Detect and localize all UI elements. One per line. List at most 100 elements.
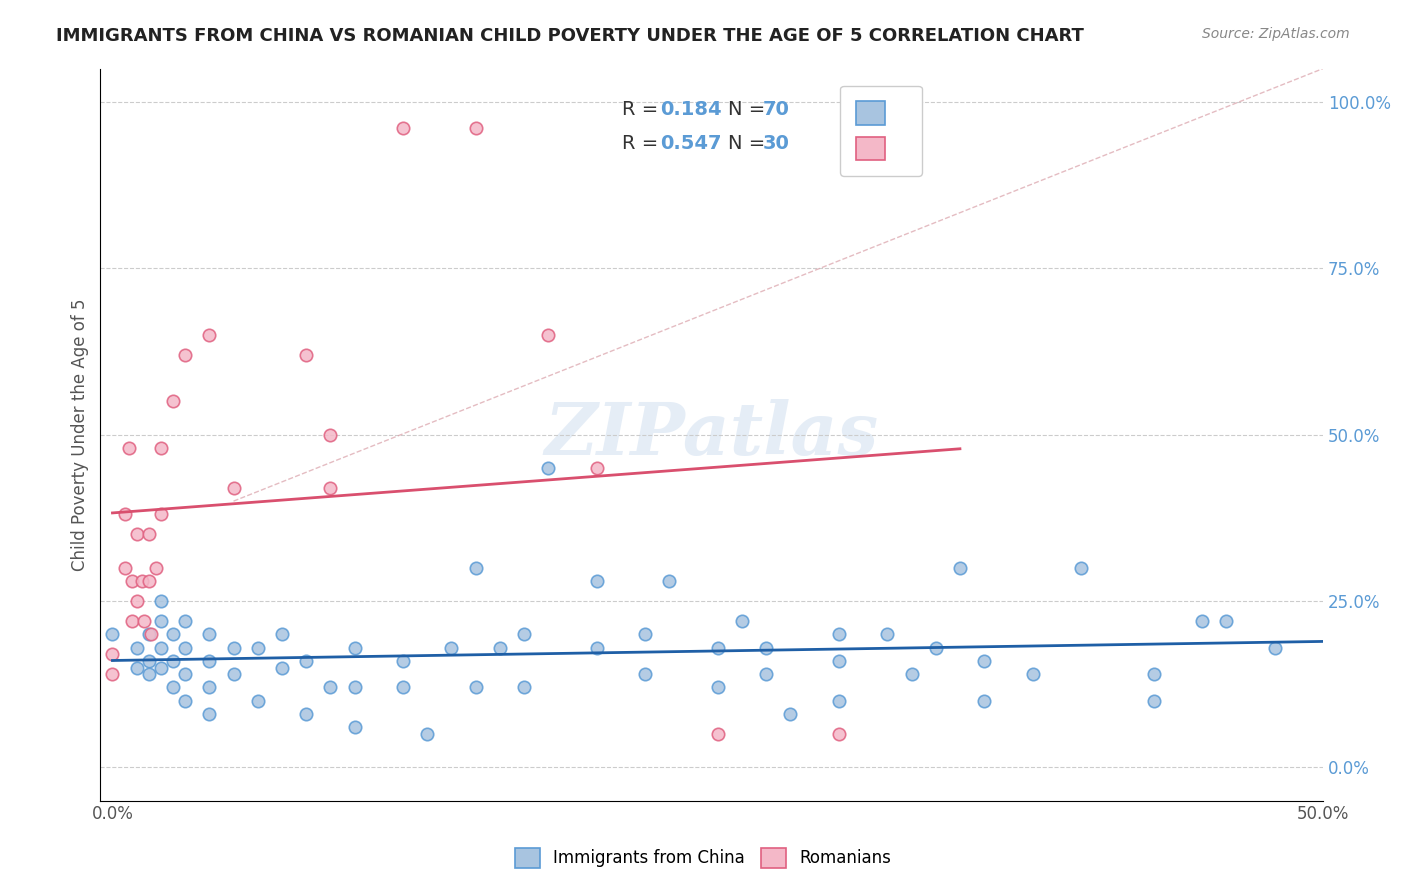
Point: [121, 574, 143, 588]
Point: [295, 654, 318, 668]
Point: [121, 614, 143, 628]
Point: [707, 640, 730, 655]
Point: [755, 640, 778, 655]
Text: 70: 70: [763, 100, 790, 119]
Point: [222, 640, 245, 655]
Point: [464, 681, 486, 695]
Point: [1143, 694, 1166, 708]
Text: IMMIGRANTS FROM CHINA VS ROMANIAN CHILD POVERTY UNDER THE AGE OF 5 CORRELATION C: IMMIGRANTS FROM CHINA VS ROMANIAN CHILD …: [56, 27, 1084, 45]
Point: [1191, 614, 1213, 628]
Point: [125, 594, 148, 608]
Point: [222, 481, 245, 495]
Point: [585, 640, 607, 655]
Point: [125, 660, 148, 674]
Point: [174, 348, 197, 362]
Text: N =: N =: [728, 100, 770, 119]
Point: [319, 427, 342, 442]
Point: [295, 707, 318, 722]
Point: [707, 681, 730, 695]
Point: [138, 527, 160, 541]
Text: 0.547: 0.547: [661, 135, 721, 153]
Text: R =: R =: [623, 100, 665, 119]
Point: [731, 614, 754, 628]
Point: [198, 627, 221, 641]
Point: [125, 527, 148, 541]
Point: [585, 574, 607, 588]
Point: [141, 627, 163, 641]
Point: [1143, 667, 1166, 681]
Point: [138, 654, 160, 668]
Point: [114, 560, 136, 574]
Point: [1070, 560, 1092, 574]
Y-axis label: Child Poverty Under the Age of 5: Child Poverty Under the Age of 5: [72, 298, 89, 571]
Point: [828, 627, 851, 641]
Point: [198, 707, 221, 722]
Point: [513, 627, 536, 641]
Point: [246, 694, 269, 708]
Point: [174, 640, 197, 655]
Point: [464, 121, 486, 136]
Point: [174, 667, 197, 681]
Point: [222, 667, 245, 681]
Point: [246, 640, 269, 655]
Point: [392, 121, 415, 136]
Point: [513, 681, 536, 695]
Text: Source: ZipAtlas.com: Source: ZipAtlas.com: [1202, 27, 1350, 41]
Point: [949, 560, 972, 574]
Point: [755, 667, 778, 681]
Point: [162, 627, 184, 641]
Text: R =: R =: [623, 135, 665, 153]
Point: [162, 394, 184, 409]
Text: 30: 30: [763, 135, 790, 153]
Point: [392, 654, 415, 668]
Point: [138, 574, 160, 588]
Point: [658, 574, 681, 588]
Point: [174, 614, 197, 628]
Point: [145, 560, 167, 574]
Text: 0.184: 0.184: [661, 100, 723, 119]
Point: [149, 441, 172, 455]
Point: [101, 627, 124, 641]
Point: [779, 707, 801, 722]
Point: [828, 694, 851, 708]
Point: [343, 640, 366, 655]
Point: [489, 640, 512, 655]
Legend: Immigrants from China, Romanians: Immigrants from China, Romanians: [508, 841, 898, 875]
Point: [925, 640, 948, 655]
Legend:  ,  : ,: [839, 86, 922, 176]
Point: [149, 660, 172, 674]
Text: N =: N =: [728, 135, 770, 153]
Point: [828, 654, 851, 668]
Point: [464, 560, 486, 574]
Point: [149, 640, 172, 655]
Point: [343, 681, 366, 695]
Point: [973, 694, 995, 708]
Point: [132, 614, 155, 628]
Point: [149, 508, 172, 522]
Point: [634, 627, 657, 641]
Text: ZIPatlas: ZIPatlas: [544, 399, 879, 470]
Point: [416, 727, 439, 741]
Point: [707, 727, 730, 741]
Point: [537, 460, 560, 475]
Point: [174, 694, 197, 708]
Point: [114, 508, 136, 522]
Point: [271, 660, 294, 674]
Point: [162, 681, 184, 695]
Point: [319, 681, 342, 695]
Point: [125, 640, 148, 655]
Point: [537, 327, 560, 342]
Point: [876, 627, 898, 641]
Point: [138, 667, 160, 681]
Point: [343, 720, 366, 734]
Point: [1264, 640, 1286, 655]
Point: [392, 681, 415, 695]
Point: [118, 441, 141, 455]
Point: [440, 640, 463, 655]
Point: [634, 667, 657, 681]
Point: [973, 654, 995, 668]
Point: [149, 614, 172, 628]
Point: [198, 654, 221, 668]
Point: [295, 348, 318, 362]
Point: [162, 654, 184, 668]
